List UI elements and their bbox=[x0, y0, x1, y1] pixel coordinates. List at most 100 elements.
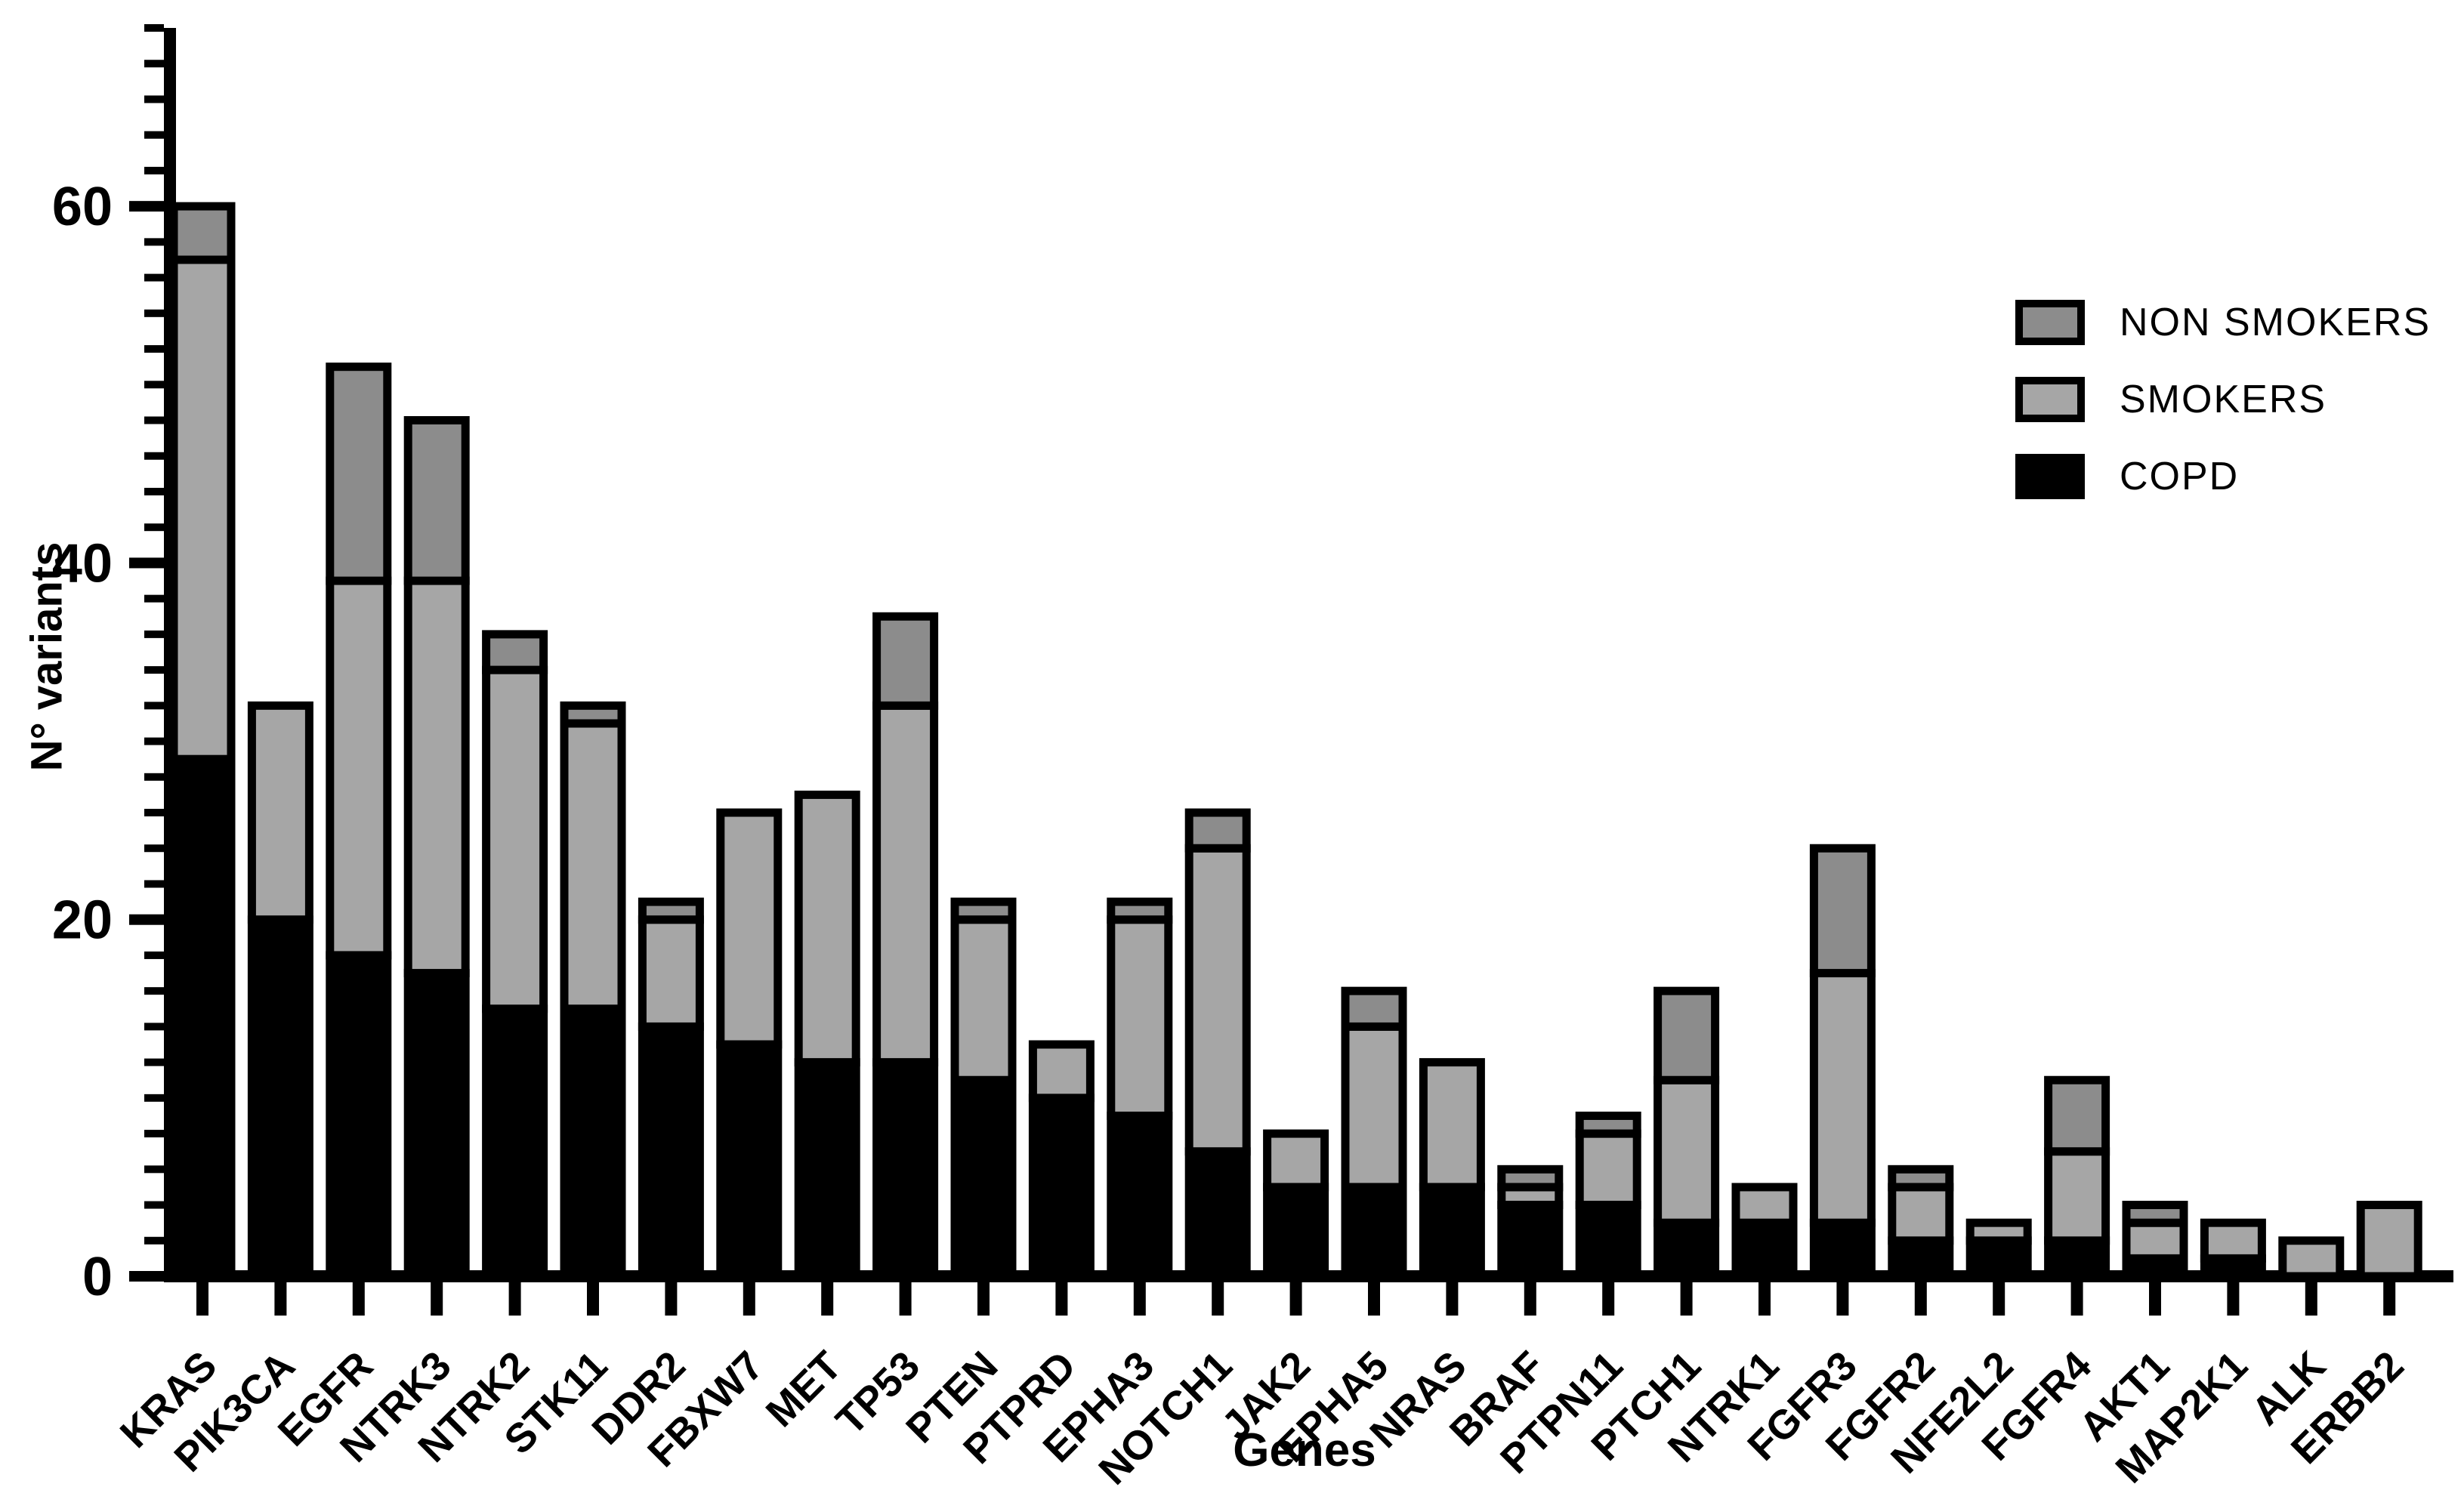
bar-segment-FGFR2-copd bbox=[1888, 1236, 1954, 1281]
y-minor-tick bbox=[144, 737, 164, 745]
bar-segment-EPHA5-copd bbox=[1341, 1183, 1407, 1281]
x-tick bbox=[587, 1282, 599, 1316]
bar-segment-PTPN11-non-smokers bbox=[1575, 1111, 1641, 1138]
bar-segment-EPHA3-smokers bbox=[1107, 915, 1173, 1120]
x-tick bbox=[2070, 1282, 2083, 1316]
x-tick bbox=[508, 1282, 521, 1316]
bar-segment-BRAF-copd bbox=[1497, 1201, 1564, 1281]
bar-segment-NRAS-copd bbox=[1419, 1183, 1485, 1281]
y-minor-tick bbox=[144, 594, 164, 603]
bar-segment-KRAS-copd bbox=[169, 754, 236, 1281]
bar-segment-STK11-copd bbox=[560, 1004, 626, 1281]
bar-segment-TP53-copd bbox=[872, 1058, 939, 1281]
bar-segment-FGFR2-non-smokers bbox=[1888, 1165, 1954, 1192]
bar-segment-EPHA3-copd bbox=[1107, 1111, 1173, 1281]
bar-segment-MET-copd bbox=[794, 1058, 860, 1281]
x-tick bbox=[352, 1282, 365, 1316]
x-tick bbox=[2149, 1282, 2161, 1316]
y-minor-tick bbox=[144, 487, 164, 495]
y-minor-tick bbox=[144, 630, 164, 638]
bar-segment-KRAS-non-smokers bbox=[169, 202, 236, 264]
y-minor-tick bbox=[144, 702, 164, 710]
x-tick bbox=[2227, 1282, 2240, 1316]
bar-segment-FGFR3-smokers bbox=[1809, 969, 1876, 1227]
x-tick bbox=[1836, 1282, 1849, 1316]
bar-segment-ALK-smokers bbox=[2278, 1236, 2345, 1281]
bar-segment-KRAS-smokers bbox=[169, 255, 236, 764]
bar-segment-NOTCH1-smokers bbox=[1184, 844, 1251, 1156]
legend-swatch-copd-icon bbox=[2015, 454, 2085, 499]
bar-segment-AKT1-non-smokers bbox=[2122, 1201, 2188, 1227]
y-minor-tick bbox=[144, 273, 164, 282]
bar-segment-EPHA5-smokers bbox=[1341, 1022, 1407, 1192]
legend-row-copd: COPD bbox=[2015, 454, 2431, 499]
bar-segment-FGFR4-non-smokers bbox=[2044, 1075, 2110, 1156]
bar-segment-TP53-smokers bbox=[872, 701, 939, 1067]
bar-segment-PIK3CA-copd bbox=[247, 915, 313, 1281]
y-minor-tick bbox=[144, 880, 164, 888]
bar-segment-ERBB2-smokers bbox=[2356, 1201, 2422, 1281]
bar-segment-EGFR-smokers bbox=[326, 576, 392, 960]
legend-row-non-smokers: NON SMOKERS bbox=[2015, 300, 2432, 345]
bar-segment-STK11-smokers bbox=[560, 719, 626, 1013]
x-tick bbox=[1602, 1282, 1615, 1316]
x-tick bbox=[821, 1282, 834, 1316]
x-tick bbox=[899, 1282, 912, 1316]
y-minor-tick bbox=[144, 1201, 164, 1209]
bar-segment-DDR2-copd bbox=[638, 1022, 704, 1281]
bar-segment-NTRK1-copd bbox=[1731, 1218, 1798, 1281]
bar-segment-PTEN-smokers bbox=[950, 915, 1017, 1084]
bar-segment-MAP2K1-smokers bbox=[2200, 1218, 2266, 1263]
y-minor-tick bbox=[144, 416, 164, 424]
x-tick bbox=[1993, 1282, 2005, 1316]
bar-segment-FGFR3-copd bbox=[1809, 1218, 1876, 1281]
bar-segment-NOTCH1-copd bbox=[1184, 1147, 1251, 1281]
y-minor-tick bbox=[144, 1236, 164, 1245]
y-minor-tick bbox=[144, 1094, 164, 1102]
legend-label-non-smokers: NON SMOKERS bbox=[2120, 301, 2432, 344]
y-minor-tick bbox=[144, 452, 164, 460]
y-major-tick bbox=[129, 201, 164, 212]
y-minor-tick bbox=[144, 809, 164, 817]
bar-segment-PTPRD-smokers bbox=[1028, 1040, 1095, 1103]
bar-segment-NTRK2-non-smokers bbox=[482, 630, 548, 674]
bar-segment-NRAS-smokers bbox=[1419, 1058, 1485, 1192]
bar-segment-PTCH1-smokers bbox=[1653, 1075, 1720, 1227]
y-minor-tick bbox=[144, 987, 164, 995]
bar-segment-JAK2-copd bbox=[1263, 1183, 1329, 1281]
bar-segment-NTRK1-smokers bbox=[1731, 1183, 1798, 1227]
x-tick bbox=[2305, 1282, 2317, 1316]
bar-segment-PTEN-non-smokers bbox=[950, 897, 1017, 924]
bar-segment-NTRK3-copd bbox=[403, 969, 470, 1281]
bar-segment-FGFR3-non-smokers bbox=[1809, 844, 1876, 978]
y-minor-tick bbox=[144, 24, 164, 32]
y-minor-tick bbox=[144, 666, 164, 674]
bar-segment-NOTCH1-non-smokers bbox=[1184, 808, 1251, 853]
x-tick bbox=[274, 1282, 287, 1316]
y-minor-tick bbox=[144, 131, 164, 139]
legend-swatch-non-smokers-icon bbox=[2015, 300, 2085, 345]
x-category-label-MET: MET bbox=[758, 1343, 851, 1436]
y-minor-tick bbox=[144, 773, 164, 781]
y-minor-tick bbox=[144, 844, 164, 853]
y-minor-tick bbox=[144, 238, 164, 246]
bar-segment-EGFR-copd bbox=[326, 951, 392, 1281]
x-tick bbox=[1289, 1282, 1302, 1316]
bar-segment-PTPRD-copd bbox=[1028, 1094, 1095, 1281]
bar-segment-NFE2L2-smokers bbox=[1965, 1218, 2032, 1245]
y-major-tick bbox=[129, 914, 164, 925]
bar-segment-NTRK2-copd bbox=[482, 1004, 548, 1281]
y-minor-tick bbox=[144, 345, 164, 353]
x-axis-title: Genes bbox=[1233, 1424, 1376, 1476]
x-tick bbox=[1524, 1282, 1536, 1316]
y-minor-tick bbox=[144, 1165, 164, 1174]
legend-label-copd: COPD bbox=[2120, 455, 2240, 498]
y-minor-tick bbox=[144, 60, 164, 68]
bar-segment-PIK3CA-smokers bbox=[247, 701, 313, 924]
bar-segment-NTRK3-non-smokers bbox=[403, 416, 470, 585]
x-tick bbox=[1758, 1282, 1771, 1316]
x-tick bbox=[1212, 1282, 1224, 1316]
bar-segment-FGFR4-smokers bbox=[2044, 1147, 2110, 1245]
